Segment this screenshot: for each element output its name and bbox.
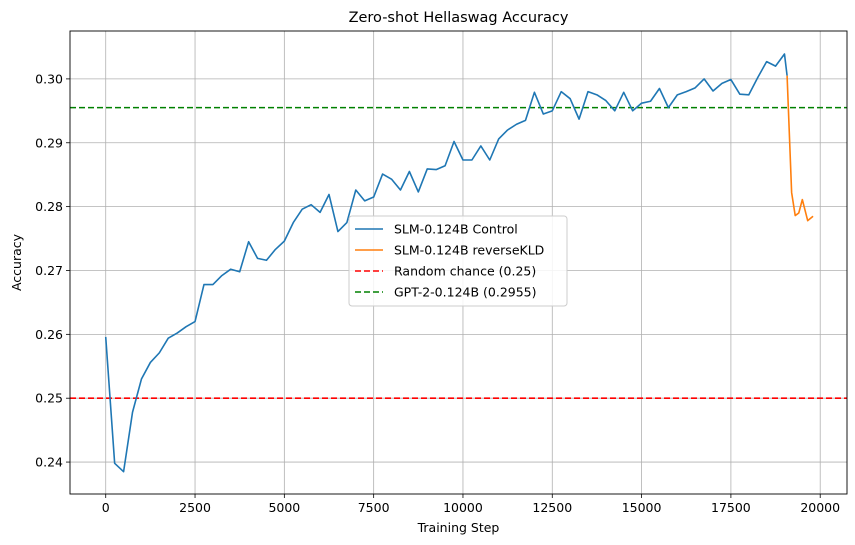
y-tick-label: 0.26 — [35, 327, 63, 342]
chart-title: Zero-shot Hellaswag Accuracy — [349, 10, 569, 26]
y-tick-label: 0.29 — [35, 135, 63, 150]
legend-box — [348, 215, 568, 307]
x-axis-label: Training Step — [417, 520, 500, 535]
legend-label-3: GPT-2-0.124B (0.2955) — [394, 285, 537, 300]
legend: SLM-0.124B Control SLM-0.124B reverseKLD R… — [348, 215, 568, 307]
x-tick-label: 5000 — [268, 500, 300, 515]
x-tick-label: 20000 — [800, 500, 840, 515]
y-tick-label: 0.30 — [35, 71, 63, 86]
plot-frame — [69, 30, 848, 495]
legend-label-0: SLM-0.124B Control — [394, 222, 518, 237]
legend-label-2: Random chance (0.25) — [394, 264, 536, 279]
y-tick-label: 0.25 — [35, 391, 63, 406]
x-tick-label: 2500 — [179, 500, 211, 515]
x-tick-label: 0 — [102, 500, 110, 515]
y-ticks: 0.24 0.25 0.26 0.27 0.28 0.29 0.30 — [35, 71, 70, 470]
x-tick-label: 7500 — [358, 500, 390, 515]
y-tick-label: 0.28 — [35, 199, 63, 214]
x-tick-label: 12500 — [532, 500, 572, 515]
series-line-0 — [104, 53, 788, 473]
x-tick-label: 15000 — [622, 500, 662, 515]
y-tick-label: 0.24 — [35, 455, 63, 470]
x-ticks: 0 2500 5000 7500 10000 12500 15000 17500 20000 — [102, 494, 840, 515]
y-tick-label: 0.27 — [35, 263, 63, 278]
series-line-1 — [786, 75, 814, 222]
series-lines — [104, 53, 814, 473]
x-tick-label: 17500 — [711, 500, 751, 515]
y-axis-label: Accuracy — [9, 233, 24, 291]
legend-label-1: SLM-0.124B reverseKLD — [394, 243, 544, 258]
x-tick-label: 10000 — [443, 500, 483, 515]
reference-lines — [70, 106, 847, 400]
